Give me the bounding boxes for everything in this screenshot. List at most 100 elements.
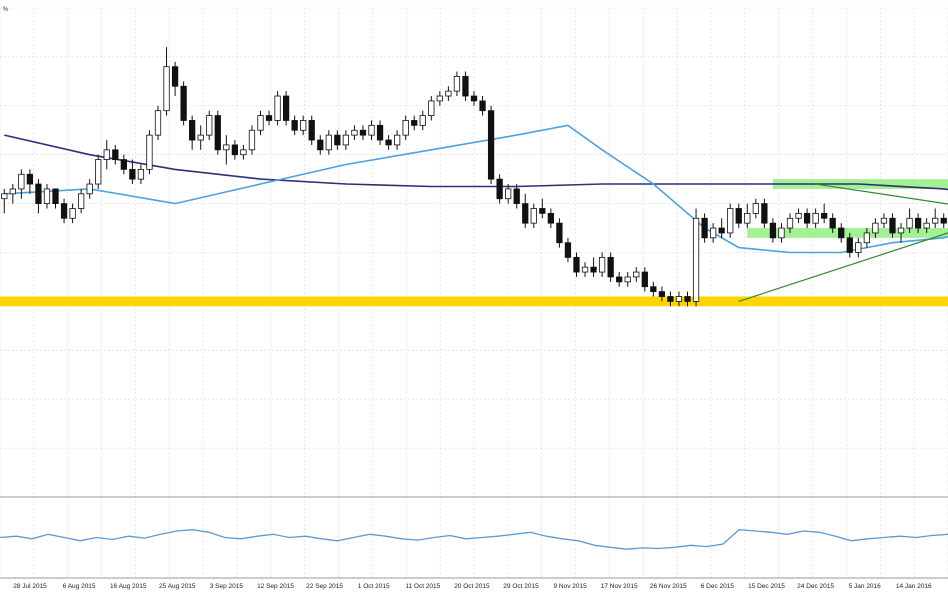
candle-body-up (223, 144, 230, 151)
candle (291, 115, 298, 136)
candle-body-down (317, 139, 324, 151)
candle (394, 130, 401, 150)
candle (513, 184, 520, 209)
candle-body-up (1, 193, 8, 200)
candlesticks (1, 47, 947, 307)
candle (445, 86, 452, 101)
candle (86, 179, 93, 199)
candle-body-up (752, 203, 759, 214)
candle (616, 272, 623, 287)
candle (265, 110, 273, 126)
triangle-lower-line (738, 232, 948, 302)
candle (385, 135, 392, 150)
candle-body-up (368, 124, 375, 136)
candle-body-up (402, 120, 409, 136)
candle (419, 110, 426, 131)
candle-body-up (419, 115, 426, 126)
candle (778, 223, 785, 243)
candle (650, 281, 657, 297)
x-tick-label: 12 Sep 2015 (257, 583, 294, 590)
candle (334, 130, 341, 150)
candle (257, 110, 264, 136)
x-tick-label: 9 Nov 2015 (553, 583, 587, 590)
candle-body-down (214, 115, 221, 151)
candle (735, 203, 742, 229)
candle (667, 291, 674, 307)
candle (171, 61, 179, 97)
candle (351, 125, 358, 141)
x-tick-label: 24 Dec 2015 (797, 583, 834, 590)
candle (436, 91, 443, 106)
candle (496, 174, 503, 204)
candle-body-down (889, 217, 896, 234)
candle (906, 208, 913, 233)
x-tick-label: 6 Dec 2015 (701, 583, 735, 590)
candle (752, 198, 759, 219)
candle-body-up (300, 120, 307, 131)
candle-body-down (556, 222, 563, 244)
candle (180, 81, 187, 126)
candle-body-down (667, 296, 674, 302)
x-tick-label: 26 Nov 2015 (650, 583, 687, 590)
x-tick-label: 14 Jan 2016 (896, 583, 932, 590)
candle-body-up (240, 149, 247, 156)
candle-body-up (86, 183, 93, 195)
candle-body-up (778, 227, 785, 239)
candle (78, 188, 85, 214)
candle (52, 188, 59, 209)
candle-body-down (684, 296, 691, 302)
candle-body-down (718, 227, 725, 234)
x-tick-label: 28 Jul 2015 (13, 583, 47, 590)
candle (129, 159, 136, 185)
candle (428, 96, 435, 121)
candle-body-up (505, 188, 512, 200)
candle-body-down (513, 188, 520, 204)
candle (9, 184, 16, 204)
candle (863, 228, 870, 248)
candle-body-down (539, 208, 546, 214)
candle (880, 213, 888, 229)
x-tick-label: 3 Sep 2015 (210, 583, 244, 590)
candle-body-up (69, 208, 76, 219)
candle-body-up (675, 296, 683, 302)
candle-body-down (641, 271, 648, 288)
candle-body-up (95, 159, 102, 185)
candle (718, 218, 725, 238)
candle-body-down (590, 266, 597, 273)
candle-body-up (812, 212, 819, 224)
support-zone (0, 296, 948, 307)
candle-body-down (803, 212, 811, 224)
candle-body-down (359, 129, 367, 136)
candle (684, 291, 691, 307)
candle (633, 267, 640, 282)
candle (206, 110, 213, 141)
candle (581, 262, 589, 277)
candle-body-down (479, 100, 486, 112)
candle (795, 208, 802, 224)
candle-body-down (129, 168, 136, 180)
x-tick-label: 17 Nov 2015 (601, 583, 638, 590)
candle-body-up (855, 242, 862, 253)
candle-body-down (547, 212, 554, 224)
candle (248, 125, 256, 155)
candle-body-up (394, 134, 401, 146)
candle (539, 198, 546, 219)
candle-body-up (257, 115, 264, 131)
candle-body-down (735, 208, 742, 224)
candle-body-up (795, 212, 802, 219)
x-tick-label: 16 Aug 2015 (110, 583, 147, 590)
candle (855, 237, 862, 258)
candle (547, 208, 554, 229)
candle (641, 267, 648, 292)
candle-body-up (325, 134, 332, 151)
x-tick-label: 1 Oct 2015 (358, 583, 390, 590)
candle-body-down (411, 120, 418, 126)
candle (453, 71, 461, 97)
candle (325, 130, 332, 155)
candle (889, 213, 896, 238)
candle-body-down (829, 217, 836, 229)
candle-body-up (428, 100, 435, 116)
candle-body-down (265, 115, 273, 121)
